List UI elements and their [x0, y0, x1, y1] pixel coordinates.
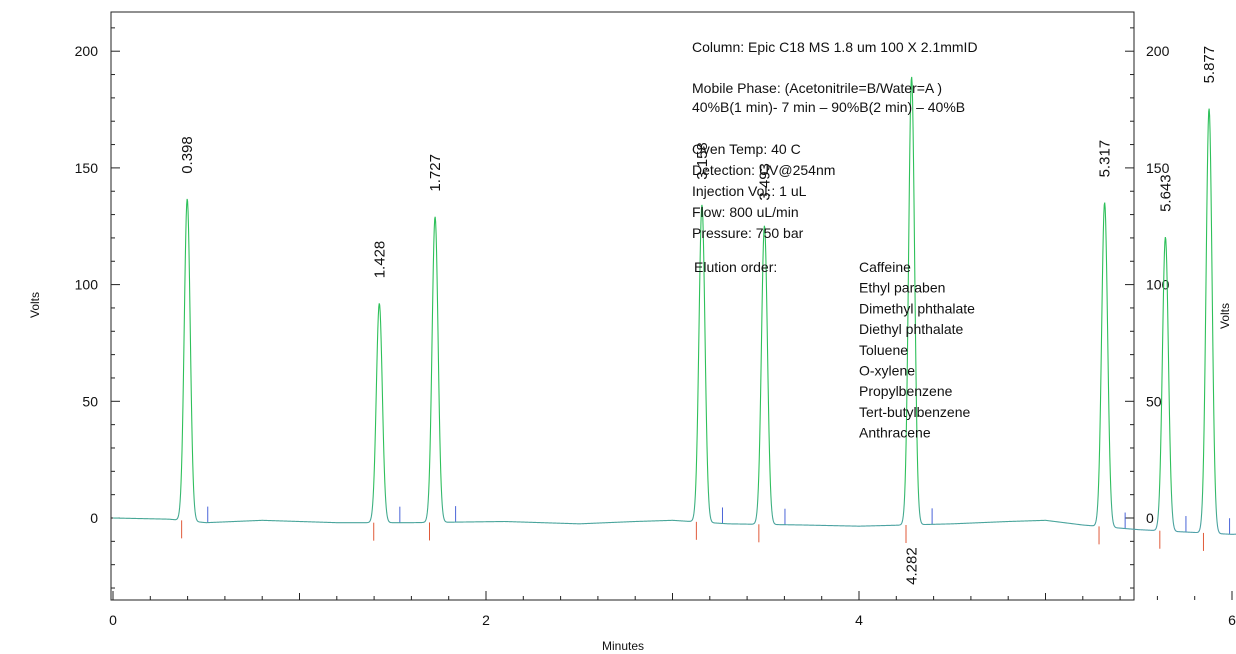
peak-label: 1.727: [427, 154, 444, 192]
peak-label: 1.428: [371, 241, 388, 279]
elution-order-item: Ethyl paraben: [859, 280, 945, 296]
elution-order-item: Caffeine: [859, 259, 911, 275]
y-tick-label-left: 100: [75, 277, 99, 293]
elution-order-item: Anthracene: [859, 425, 931, 441]
peak-label: 4.282: [904, 547, 921, 585]
y-tick-label-left: 0: [90, 510, 98, 526]
y-tick-label-left: 150: [75, 160, 99, 176]
elution-order-item: Dimethyl phthalate: [859, 300, 975, 316]
x-tick-label: 0: [109, 612, 117, 628]
elution-order-item: Diethyl phthalate: [859, 321, 964, 337]
y-tick-label-right: 150: [1146, 160, 1170, 176]
flow-text: Flow: 800 uL/min: [692, 204, 799, 220]
elution-order-item: Toluene: [859, 342, 908, 358]
plot-frame: [110, 11, 1135, 601]
y-tick-label-right: 0: [1146, 510, 1154, 526]
peak-label: 3.493: [756, 163, 773, 201]
x-axis-title: Minutes: [602, 639, 644, 653]
y-tick-label-right: 100: [1146, 277, 1170, 293]
peak-label: 5.877: [1201, 46, 1218, 84]
y-tick-label-right: 200: [1146, 43, 1170, 59]
x-tick-label: 4: [855, 612, 863, 628]
x-tick-label: 2: [482, 612, 490, 628]
y-axis-left-title: Volts: [28, 292, 42, 318]
elution-order-label: Elution order:: [694, 259, 777, 275]
peak-integration-markers: [181, 506, 1231, 551]
info-panel: Column: Epic C18 MS 1.8 um 100 X 2.1mmID…: [692, 39, 978, 441]
elution-order-item: O-xylene: [859, 363, 915, 379]
injection-volume-text: Injection Vol.: 1 uL: [692, 183, 807, 199]
y-tick-label-left: 200: [75, 43, 99, 59]
chromatogram-trace: [112, 76, 1236, 535]
x-tick-label: 6: [1228, 612, 1236, 628]
elution-order-item: Propylbenzene: [859, 383, 953, 399]
peak-label: 3.158: [694, 142, 711, 180]
peak-labels: 0.398 1.428 1.727 3.158 3.493 4.282 5.317 5.643…: [179, 46, 1218, 585]
peak-label: 0.398: [179, 136, 196, 174]
oven-temp-text: Oven Temp: 40 C: [692, 141, 801, 157]
mobile-phase-text: Mobile Phase: (Acetonitrile=B/Water=A ): [692, 80, 942, 96]
elution-order-list: Caffeine Ethyl paraben Dimethyl phthalate D…: [859, 259, 975, 441]
elution-order-item: Tert-butylbenzene: [859, 404, 971, 420]
y-axis-left-ticks: 0 50 100 150 200: [75, 27, 120, 589]
x-axis-ticks: 0246810: [109, 591, 1236, 628]
peak-label: 5.643: [1157, 174, 1174, 212]
peak-label: 5.317: [1097, 140, 1114, 178]
gradient-text: 40%B(1 min)- 7 min – 90%B(2 min) – 40%B: [692, 99, 965, 115]
column-text: Column: Epic C18 MS 1.8 um 100 X 2.1mmID: [692, 39, 978, 55]
y-tick-label-left: 50: [82, 393, 98, 409]
y-axis-right-title: Volts: [1218, 303, 1232, 329]
pressure-text: Pressure: 750 bar: [692, 225, 804, 241]
detection-text: Detection: UV@254nm: [692, 162, 835, 178]
y-tick-label-right: 50: [1146, 393, 1162, 409]
